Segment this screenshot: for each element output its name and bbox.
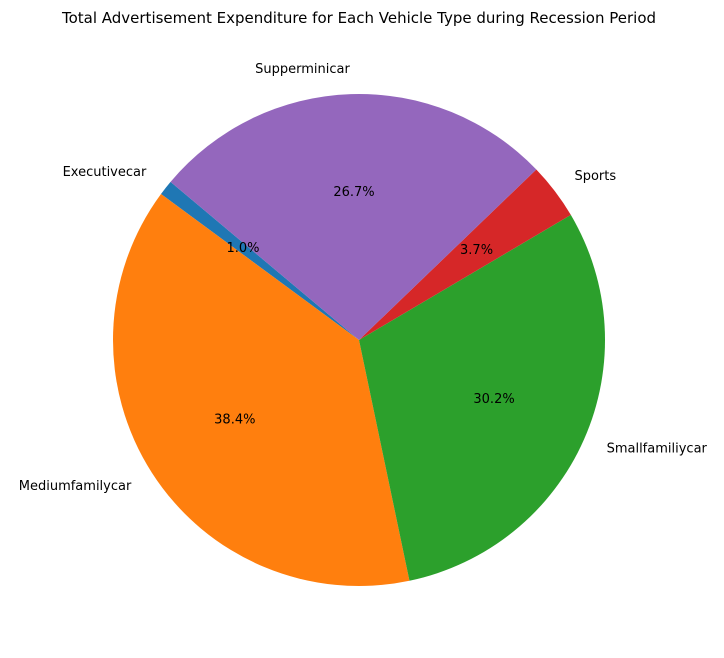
pie-slice-smallfamiliycar <box>359 214 606 581</box>
slice-label-executivecar: Executivecar <box>63 165 147 180</box>
pie-slices <box>113 93 606 587</box>
pie-slice-executivecar <box>161 181 359 340</box>
slice-percent-labels: 1.0% 38.4% 30.2% 3.7% 26.7% <box>214 185 515 427</box>
slice-percent-mediumfamilycar: 38.4% <box>214 412 255 427</box>
slice-label-mediumfamilycar: Mediumfamilycar <box>19 479 132 494</box>
slice-label-smallfamiliycar: Smallfamiliycar <box>607 442 708 457</box>
chart-title: Total Advertisement Expenditure for Each… <box>61 9 656 27</box>
slice-percent-sports: 3.7% <box>460 243 493 258</box>
slice-percent-supperminicar: 26.7% <box>333 185 374 200</box>
pie-slice-supperminicar <box>170 93 537 341</box>
slice-percent-executivecar: 1.0% <box>226 241 259 256</box>
slice-label-supperminicar: Supperminicar <box>255 62 350 77</box>
pie-slice-sports <box>359 169 571 340</box>
slice-label-sports: Sports <box>574 169 616 184</box>
slice-category-labels: Executivecar Mediumfamilycar Smallfamiliyc… <box>19 62 708 494</box>
slice-percent-smallfamiliycar: 30.2% <box>473 392 514 407</box>
pie-slice-mediumfamilycar <box>113 194 410 587</box>
